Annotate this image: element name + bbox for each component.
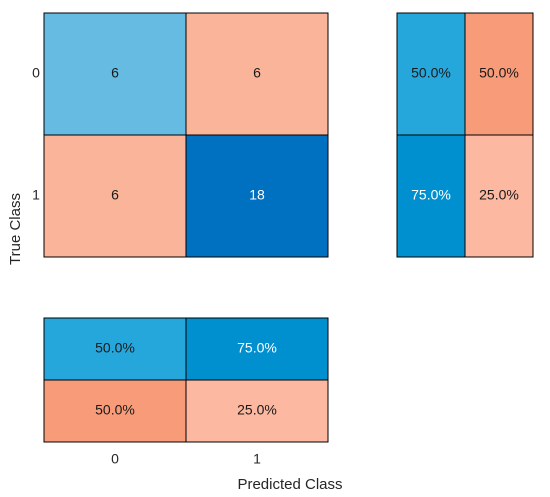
y-axis-label: True Class [7,193,24,265]
x-axis-label: Predicted Class [237,476,342,493]
matrix-value-r1-c0: 6 [111,187,119,203]
column-summary-cell-r0-c0 [43,317,187,381]
column-summary-cell-r1-c1 [185,379,329,443]
row-summary-cell-r1-c0 [396,134,466,258]
row-summary-value-r1-c0: 75.0% [411,187,451,203]
column-summary-cell-r0-c1 [185,317,329,381]
row-summary-panel: 50.0% 50.0% 75.0% 25.0% [396,12,534,258]
column-summary-value-r1-c0: 50.0% [95,402,135,418]
column-summary-panel: 50.0% 75.0% 50.0% 25.0% 0 1 [43,317,329,467]
column-summary-value-r1-c1: 25.0% [237,402,277,418]
row-summary-value-r1-c1: 25.0% [479,187,519,203]
y-tick-label-1: 1 [32,187,40,203]
confusion-matrix-panel: 6 6 6 18 0 1 [32,12,329,258]
matrix-cell-r0-c0 [43,12,187,136]
row-summary-cell-r1-c1 [464,134,534,258]
matrix-cell-r1-c1 [185,134,329,258]
matrix-cell-r1-c0 [43,134,187,258]
column-summary-value-r0-c1: 75.0% [237,340,277,356]
row-summary-value-r0-c0: 50.0% [411,65,451,81]
matrix-value-r0-c0: 6 [111,65,119,81]
matrix-value-r1-c1: 18 [249,187,265,203]
matrix-value-r0-c1: 6 [253,65,261,81]
x-tick-label-1: 1 [253,451,261,467]
row-summary-value-r0-c1: 50.0% [479,65,519,81]
x-tick-label-0: 0 [111,451,119,467]
column-summary-value-r0-c0: 50.0% [95,340,135,356]
y-tick-label-0: 0 [32,65,40,81]
axis-labels: True Class Predicted Class [7,193,343,493]
matrix-cell-r0-c1 [185,12,329,136]
column-summary-cell-r1-c0 [43,379,187,443]
